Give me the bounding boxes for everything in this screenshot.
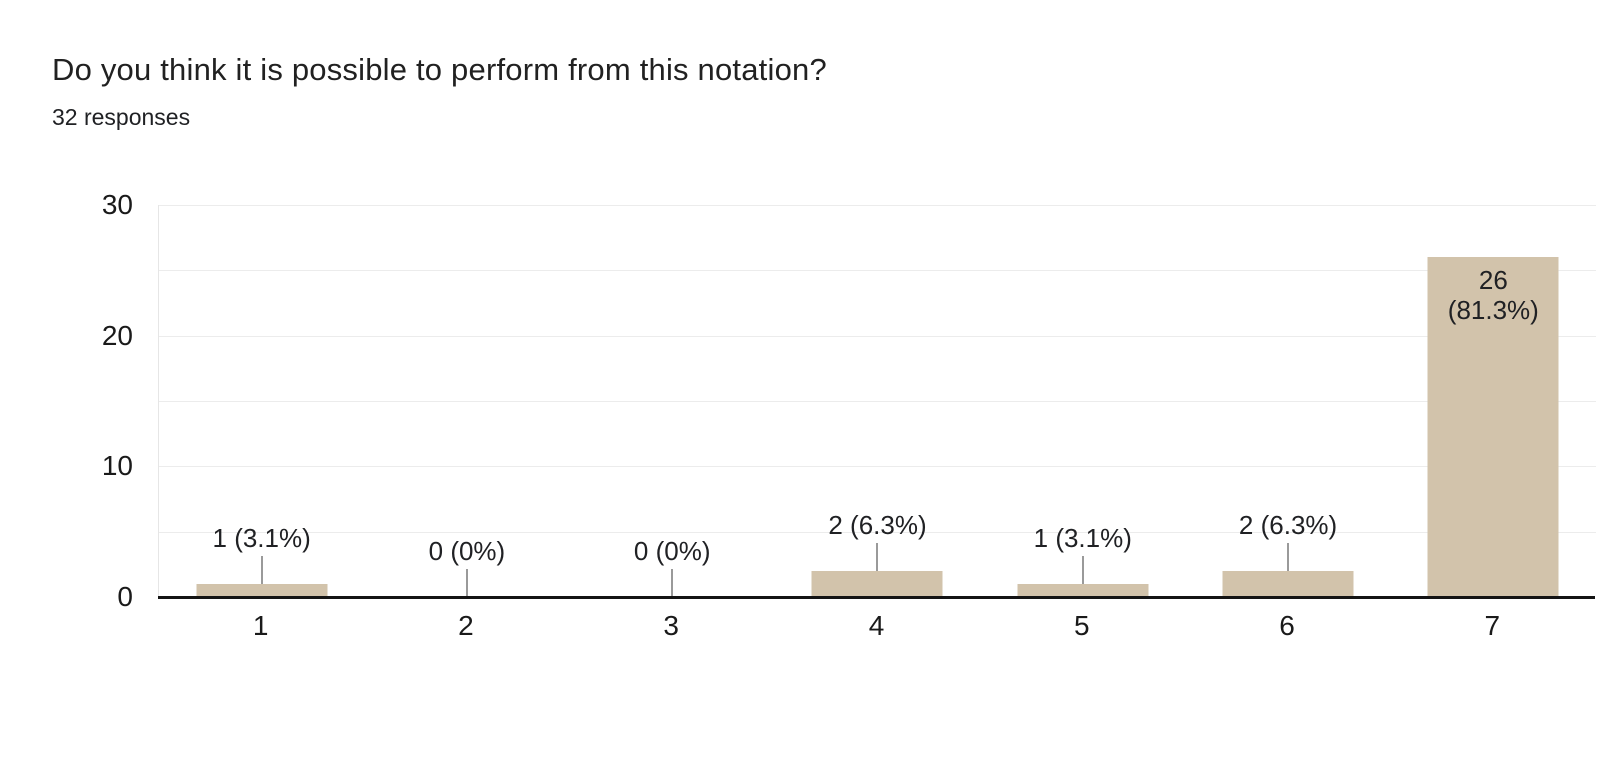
bar-value-label: 0 (0%)	[428, 536, 506, 566]
bar-value-label-line: 26	[1478, 265, 1508, 295]
bar-7[interactable]: 26 (81.3%)	[1427, 257, 1559, 597]
x-tick-label-2: 2	[458, 610, 474, 641]
bar-column-3: 0 (0%)	[570, 205, 775, 597]
bar-value-label: 26 (81.3%)	[1428, 265, 1559, 325]
response-count: 32 responses	[52, 104, 191, 130]
x-tick-label-1: 1	[252, 610, 269, 641]
x-axis-labels: 1 2 3 4 5 6 7	[158, 610, 1595, 642]
bar-value-label: 1 (3.1%)	[1033, 523, 1132, 553]
y-tick-label-20: 20	[101, 319, 133, 351]
annotation-stem	[1287, 543, 1290, 571]
annotation-stem	[465, 569, 468, 597]
x-tick-label-4: 4	[868, 610, 885, 641]
gridline-15	[159, 401, 1596, 402]
x-tick-label-7: 7	[1484, 610, 1501, 641]
bar-value-label: 2 (6.3%)	[828, 510, 927, 540]
bar-6[interactable]	[1222, 571, 1354, 597]
y-tick-label-10: 10	[101, 450, 133, 482]
annotation-stem	[260, 556, 263, 584]
x-tick-label-3: 3	[663, 610, 679, 641]
y-tick-label-0: 0	[117, 581, 133, 612]
annotation-stem	[671, 569, 674, 597]
bar-5[interactable]	[1017, 584, 1149, 597]
annotation-stem	[1081, 556, 1084, 584]
y-tick-label-30: 30	[101, 189, 133, 220]
bar-column-5: 1 (3.1%)	[980, 205, 1185, 597]
question-title: Do you think it is possible to perform f…	[52, 52, 827, 87]
bar-column-6: 2 (6.3%)	[1185, 205, 1390, 597]
bar-value-label-line: (81.3%)	[1447, 295, 1539, 325]
bar-column-1: 1 (3.1%)	[159, 205, 364, 597]
x-tick-label-5: 5	[1073, 610, 1090, 641]
bar-column-4: 2 (6.3%)	[775, 205, 980, 597]
gridline-20	[159, 335, 1596, 337]
x-tick-label-6: 6	[1279, 610, 1295, 641]
bar-columns: 1 (3.1%) 0 (0%) 0 (0%) 2 (6.3%) 1 (3.1%) 2 (6…	[159, 205, 1596, 597]
bar-value-label: 2 (6.3%)	[1238, 510, 1338, 540]
bar-4[interactable]	[811, 571, 943, 597]
annotation-stem	[876, 543, 879, 571]
gridline-30	[159, 205, 1596, 206]
bar-column-7: 26 (81.3%)	[1391, 205, 1596, 597]
bar-column-2: 0 (0%)	[364, 205, 569, 597]
x-axis-baseline	[158, 596, 1595, 599]
chart-plot-area: 1 (3.1%) 0 (0%) 0 (0%) 2 (6.3%) 1 (3.1%) 2 (6…	[158, 205, 1596, 597]
bar-value-label: 1 (3.1%)	[212, 523, 311, 553]
gridline-25	[159, 270, 1596, 272]
bar-1[interactable]	[196, 584, 328, 597]
gridline-10	[159, 466, 1596, 468]
bar-value-label: 0 (0%)	[633, 536, 711, 566]
gridline-5	[159, 531, 1596, 533]
